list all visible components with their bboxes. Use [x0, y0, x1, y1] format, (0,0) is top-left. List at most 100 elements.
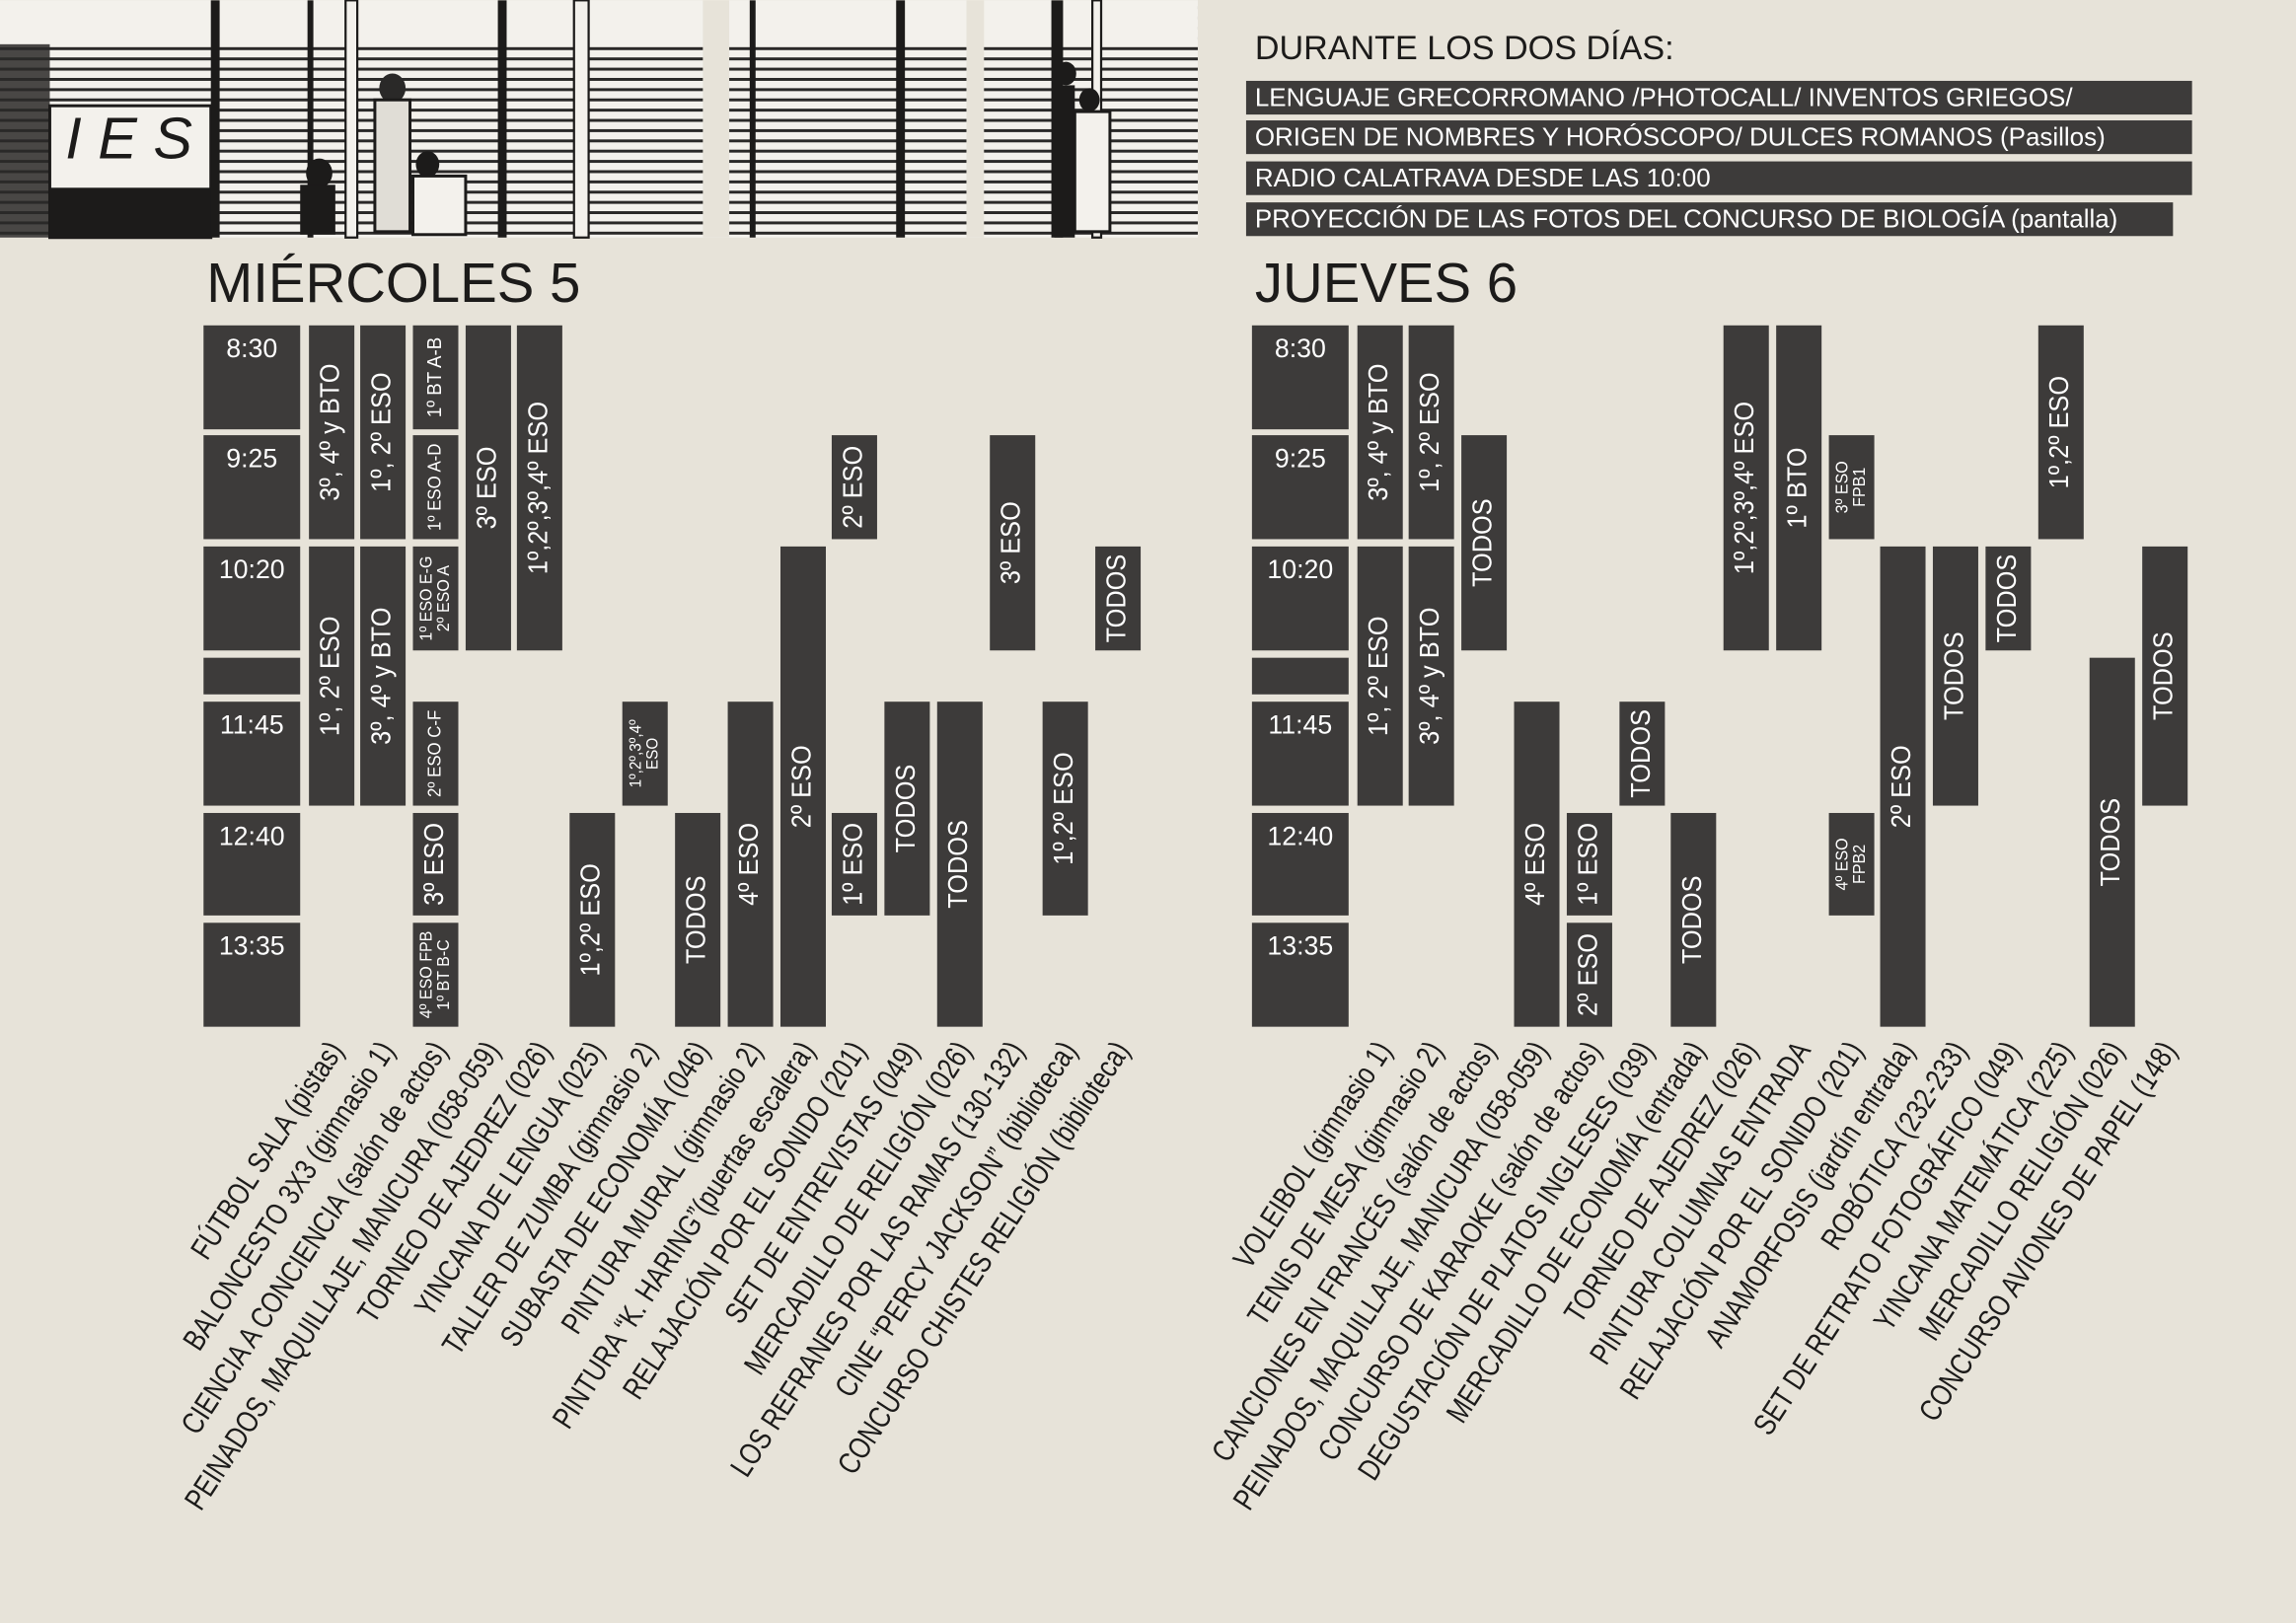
block-label: 1º ESO E-G — [416, 556, 436, 641]
activity-block: 3º ESO — [990, 435, 1036, 651]
day: JUEVES 68:309:2510:2011:4512:4013:35VOLE… — [1204, 252, 2188, 1515]
block-box — [2142, 546, 2188, 806]
block-box — [360, 325, 407, 540]
activity-block: 1º, 2º ESO — [1408, 325, 1454, 540]
activity-block: 2º ESO — [831, 435, 877, 540]
time-slot — [1251, 325, 1349, 430]
time-label: 8:30 — [1275, 333, 1326, 363]
block-label: 2º ESO — [785, 745, 817, 828]
block-label: 1º,2º ESO — [575, 863, 607, 976]
activity-block: TODOS — [675, 812, 721, 1027]
block-box — [1619, 701, 1666, 806]
break-slot — [1251, 657, 1349, 695]
header-title: DURANTE LOS DOS DÍAS: — [1255, 30, 1674, 67]
block-box — [1828, 435, 1875, 540]
block-box — [1408, 325, 1454, 540]
block-box — [412, 546, 459, 651]
header-item: LENGUAJE GRECORROMANO /PHOTOCALL/ INVENT… — [1255, 82, 2074, 111]
block-label: 1º ESO A-D — [424, 444, 445, 531]
block-box — [1042, 701, 1088, 916]
block-label: 2º ESO A — [433, 564, 453, 631]
block-box — [2037, 325, 2084, 540]
header-bar — [1245, 161, 2192, 195]
header-bar — [1245, 120, 2192, 155]
activity-block: 1º ESO — [831, 812, 877, 916]
activity-block: 2º ESO — [1566, 922, 1612, 1027]
block-label: TODOS — [1625, 709, 1657, 798]
block-box — [831, 435, 877, 540]
time-label: 9:25 — [1275, 443, 1326, 473]
activity-block: 4º ESO — [727, 701, 774, 1027]
block-box — [1670, 812, 1717, 1027]
activity-block: 3º ESO — [465, 325, 511, 651]
header-item: ORIGEN DE NOMBRES Y HORÓSCOPO/ DULCES RO… — [1255, 121, 2106, 151]
time-label: 9:25 — [226, 443, 277, 473]
block-label: TODOS — [680, 875, 711, 964]
header-item: PROYECCIÓN DE LAS FOTOS DEL CONCURSO DE … — [1255, 204, 2118, 234]
activity-block: 1º, 2º ESO — [360, 325, 407, 540]
time-slot — [1251, 922, 1349, 1027]
time-slot — [1251, 435, 1349, 540]
block-box — [309, 546, 355, 806]
time-label: 13:35 — [1267, 931, 1333, 961]
activity-block: 1º ESO — [1566, 812, 1612, 916]
activity-block: 3º ESO — [412, 812, 459, 916]
block-box — [412, 922, 459, 1027]
block-label: 1º BT B-C — [433, 939, 453, 1009]
block-label: TODOS — [2095, 798, 2126, 887]
block-box — [1461, 435, 1508, 651]
activity-block: TODOS — [2142, 546, 2188, 806]
block-box — [622, 701, 668, 806]
activity-block: TODOS — [1670, 812, 1717, 1027]
block-label: 3º, 4º y BTO — [365, 608, 397, 745]
activity-block: 2º ESO C-F — [412, 701, 459, 806]
block-label: 1º,2º ESO — [1048, 752, 1079, 864]
time-label: 12:40 — [1267, 821, 1333, 850]
block-box — [360, 546, 407, 806]
block-box — [1880, 546, 1926, 1027]
time-slot — [203, 435, 301, 540]
time-slot — [203, 701, 301, 806]
day-title: JUEVES 6 — [1255, 252, 1518, 314]
block-box — [516, 325, 562, 651]
activity-block: 1º,2º ESO — [1042, 701, 1088, 916]
block-box — [1723, 325, 1769, 651]
block-label: 4º ESO — [1519, 823, 1551, 906]
block-label: 1º,2º,3º,4º ESO — [1729, 402, 1760, 574]
block-label: 2º ESO — [1572, 933, 1603, 1016]
activity-block: TODOS — [1461, 435, 1508, 651]
activity-block: 1º, 2º ESO — [309, 546, 355, 806]
activity-block: 1º ESO E-G2º ESO A — [412, 546, 459, 651]
time-label: 11:45 — [1268, 709, 1332, 739]
block-label: 4º ESO — [733, 823, 765, 906]
time-slot — [203, 546, 301, 651]
illustration-text: I E S — [65, 106, 192, 172]
activity-block: 1º,2º,3º,4º ESO — [1723, 325, 1769, 651]
block-label: 3º ESO — [995, 501, 1026, 584]
block-label: 1º, 2º ESO — [1414, 372, 1445, 491]
activity-block: 3º, 4º y BTO — [1408, 546, 1454, 806]
block-label: TODOS — [1991, 554, 2023, 643]
time-slot — [1251, 812, 1349, 916]
block-label: TODOS — [890, 765, 922, 853]
block-box — [675, 812, 721, 1027]
time-slot — [1251, 546, 1349, 651]
block-box — [1566, 812, 1612, 916]
day-title: MIÉRCOLES 5 — [206, 252, 580, 314]
block-box — [936, 701, 983, 1027]
header-bar — [1245, 202, 2174, 237]
block-label: 1º ESO — [1572, 823, 1603, 906]
block-box — [1408, 546, 1454, 806]
illustration: I E S — [0, 0, 1198, 240]
block-label: ESO — [643, 738, 662, 770]
block-label: 3º ESO — [471, 447, 502, 530]
header-item: RADIO CALATRAVA DESDE LAS 10:00 — [1255, 163, 1711, 192]
activity-block: 2º ESO — [780, 546, 827, 1027]
block-label: 2º ESO — [1886, 745, 1917, 828]
activity-block: 2º ESO — [1880, 546, 1926, 1027]
time-slot — [1251, 701, 1349, 806]
block-box — [727, 701, 774, 1027]
activity-block: 1º ESO A-D — [412, 435, 459, 540]
block-box — [1095, 546, 1142, 651]
